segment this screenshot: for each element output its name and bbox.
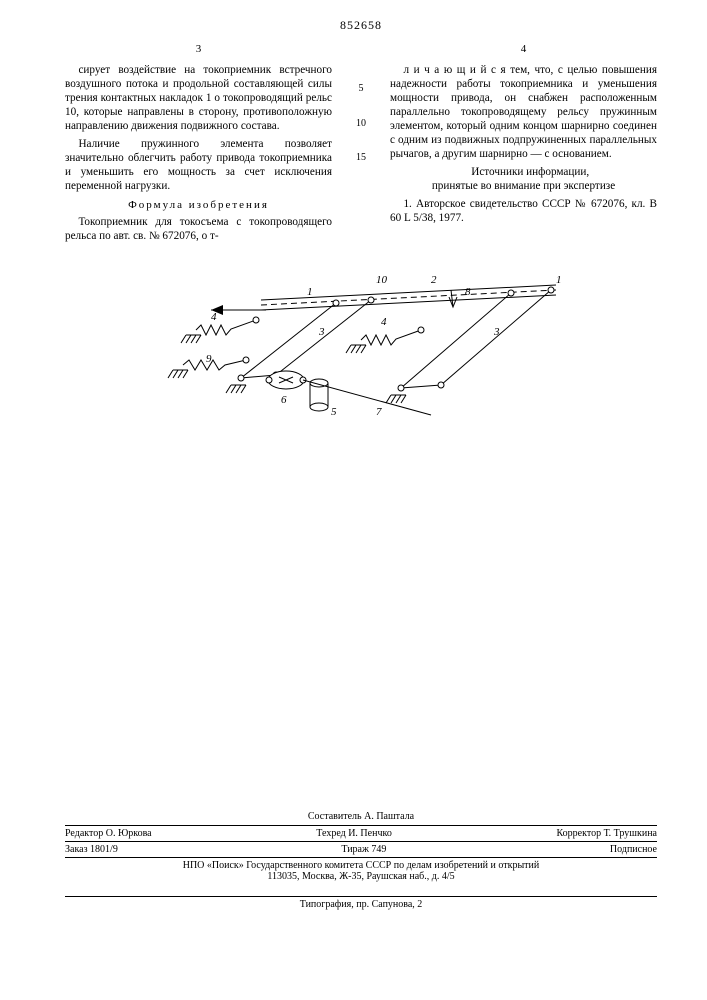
fig-label-5: 5: [331, 406, 337, 418]
line-num: 10: [356, 118, 366, 131]
footer-editor: Редактор О. Юркова: [65, 828, 152, 839]
fig-label-4b: 4: [211, 311, 217, 323]
footer-subscribe: Подписное: [610, 844, 657, 855]
source-item: 1. Авторское свидетельство СССР № 672076…: [390, 197, 657, 225]
fig-label-7: 7: [376, 406, 382, 418]
fig-label-4: 4: [381, 316, 387, 328]
line-number-gutter: 5 10 15: [354, 43, 368, 247]
footer-typography: Типография, пр. Сапунова, 2: [65, 896, 657, 910]
mechanism-diagram: 10 2 8 1 1 3 3 4 4 9 6 5 7: [151, 265, 571, 445]
fig-label-10: 10: [376, 274, 388, 286]
left-formula-para: Токоприемник для токосъема с токопроводя…: [65, 215, 332, 243]
line-num: 15: [356, 152, 366, 165]
right-column: 4 л и ч а ю щ и й с я тем, что, с целью …: [390, 43, 657, 247]
fig-label-2: 2: [431, 274, 437, 286]
fig-label-8: 8: [465, 286, 471, 298]
footer: Составитель А. Паштала Редактор О. Юрков…: [65, 811, 657, 910]
right-col-number: 4: [390, 43, 657, 57]
line-num: 5: [359, 83, 364, 96]
fig-label-6: 6: [281, 394, 287, 406]
footer-corrector: Корректор Т. Трушкина: [557, 828, 657, 839]
figure: 10 2 8 1 1 3 3 4 4 9 6 5 7: [65, 265, 657, 445]
document-number: 852658: [65, 18, 657, 33]
footer-org: НПО «Поиск» Государственного комитета СС…: [183, 860, 540, 871]
left-para-2: Наличие пружинного элемента позволяет зн…: [65, 137, 332, 193]
footer-techred: Техред И. Пенчко: [316, 828, 392, 839]
footer-tirazh: Тираж 749: [341, 844, 386, 855]
footer-order: Заказ 1801/9: [65, 844, 118, 855]
right-para-1: л и ч а ю щ и й с я тем, что, с целью по…: [390, 63, 657, 161]
footer-address: 113035, Москва, Ж-35, Раушская наб., д. …: [267, 871, 454, 882]
fig-label-1b: 1: [307, 286, 313, 298]
left-column: 3 сирует воздействие на токоприемник вст…: [65, 43, 332, 247]
fig-label-9: 9: [206, 353, 212, 365]
footer-compiler: Составитель А. Паштала: [65, 811, 657, 822]
fig-label-3b: 3: [318, 326, 325, 338]
left-col-number: 3: [65, 43, 332, 57]
fig-label-3: 3: [493, 326, 500, 338]
text-columns: 3 сирует воздействие на токоприемник вст…: [65, 43, 657, 247]
left-para-1: сирует воздействие на токоприемник встре…: [65, 63, 332, 133]
fig-label-1: 1: [556, 274, 562, 286]
sources-title: Источники информации, принятые во вниман…: [390, 165, 657, 193]
formula-title: Формула изобретения: [65, 199, 332, 213]
